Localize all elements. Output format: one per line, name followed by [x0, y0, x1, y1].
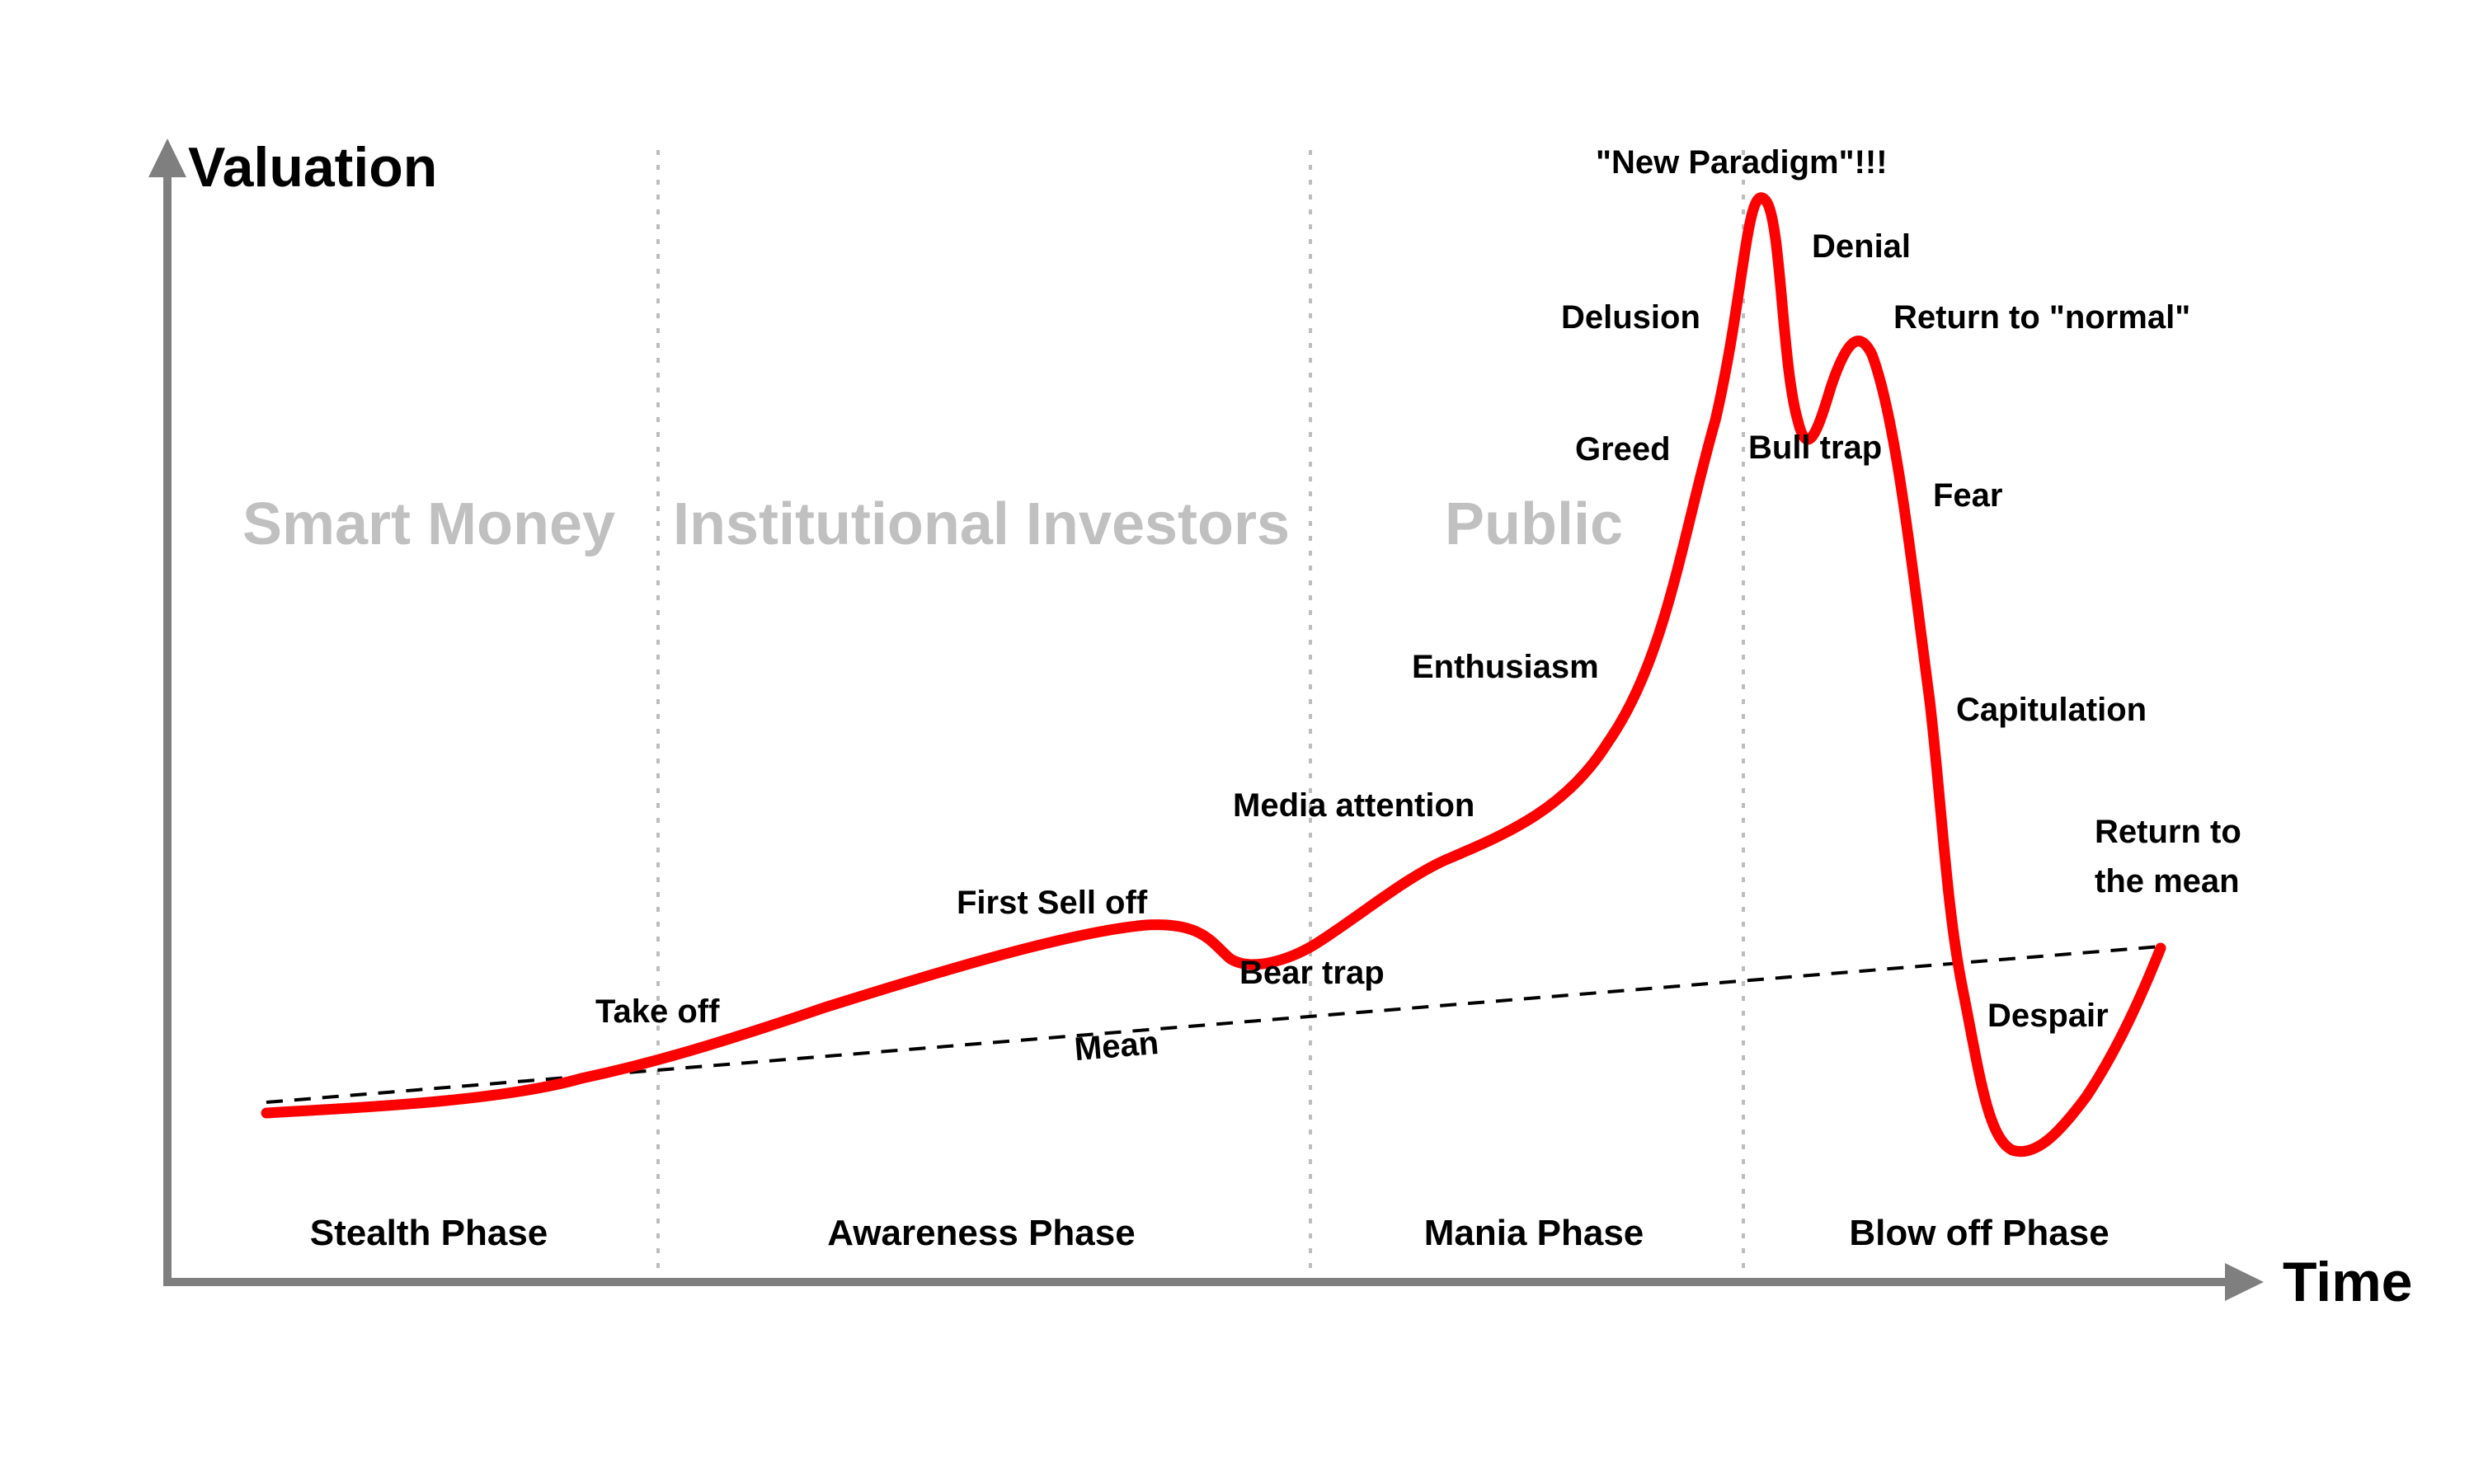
mean-label: Mean [1073, 1025, 1160, 1068]
annotation-despair: Despair [1987, 998, 2109, 1034]
annotation-new-paradigm: "New Paradigm"!!! [1596, 144, 1888, 181]
annotation-first-sell-off: First Sell off [957, 885, 1148, 921]
audience-label-public: Public [1445, 491, 1623, 557]
annotation-take-off: Take off [595, 993, 720, 1030]
phase-label-blow-off: Blow off Phase [1849, 1213, 2109, 1253]
x-axis-title: Time [2283, 1251, 2412, 1313]
y-axis-arrowhead-icon [148, 139, 186, 177]
annotation-capitulation: Capitulation [1956, 692, 2147, 728]
phase-labels: Stealth Phase Awareness Phase Mania Phas… [310, 1213, 2109, 1253]
audience-label-smart-money: Smart Money [242, 491, 615, 557]
annotation-return-to-normal: Return to "normal" [1893, 299, 2190, 336]
annotation-denial: Denial [1812, 228, 1911, 265]
mean-line [266, 945, 2161, 1104]
x-axis-arrowhead-icon [2225, 1263, 2264, 1301]
annotation-bear-trap: Bear trap [1239, 955, 1385, 991]
axes [148, 139, 2264, 1301]
curve-annotations: Take off First Sell off Bear trap Media … [595, 144, 2241, 1034]
phase-label-stealth: Stealth Phase [310, 1213, 548, 1253]
audience-label-institutional-investors: Institutional Investors [673, 491, 1290, 557]
annotation-return-to-mean-line1: Return to [2095, 814, 2241, 850]
annotation-greed: Greed [1575, 431, 1671, 467]
audience-labels: Smart Money Institutional Investors Publ… [242, 491, 1623, 557]
annotation-bull-trap: Bull trap [1748, 430, 1882, 466]
phase-dividers [656, 150, 1745, 1274]
phase-label-awareness: Awareness Phase [827, 1213, 1135, 1253]
annotation-enthusiasm: Enthusiasm [1412, 649, 1599, 685]
annotation-fear: Fear [1933, 477, 2003, 514]
annotation-delusion: Delusion [1561, 299, 1700, 336]
annotation-return-to-mean-line2: the mean [2095, 863, 2240, 899]
y-axis-title: Valuation [188, 136, 437, 199]
phase-label-mania: Mania Phase [1424, 1213, 1644, 1253]
valuation-curve [261, 192, 2166, 1158]
annotation-media-attention: Media attention [1233, 787, 1475, 824]
